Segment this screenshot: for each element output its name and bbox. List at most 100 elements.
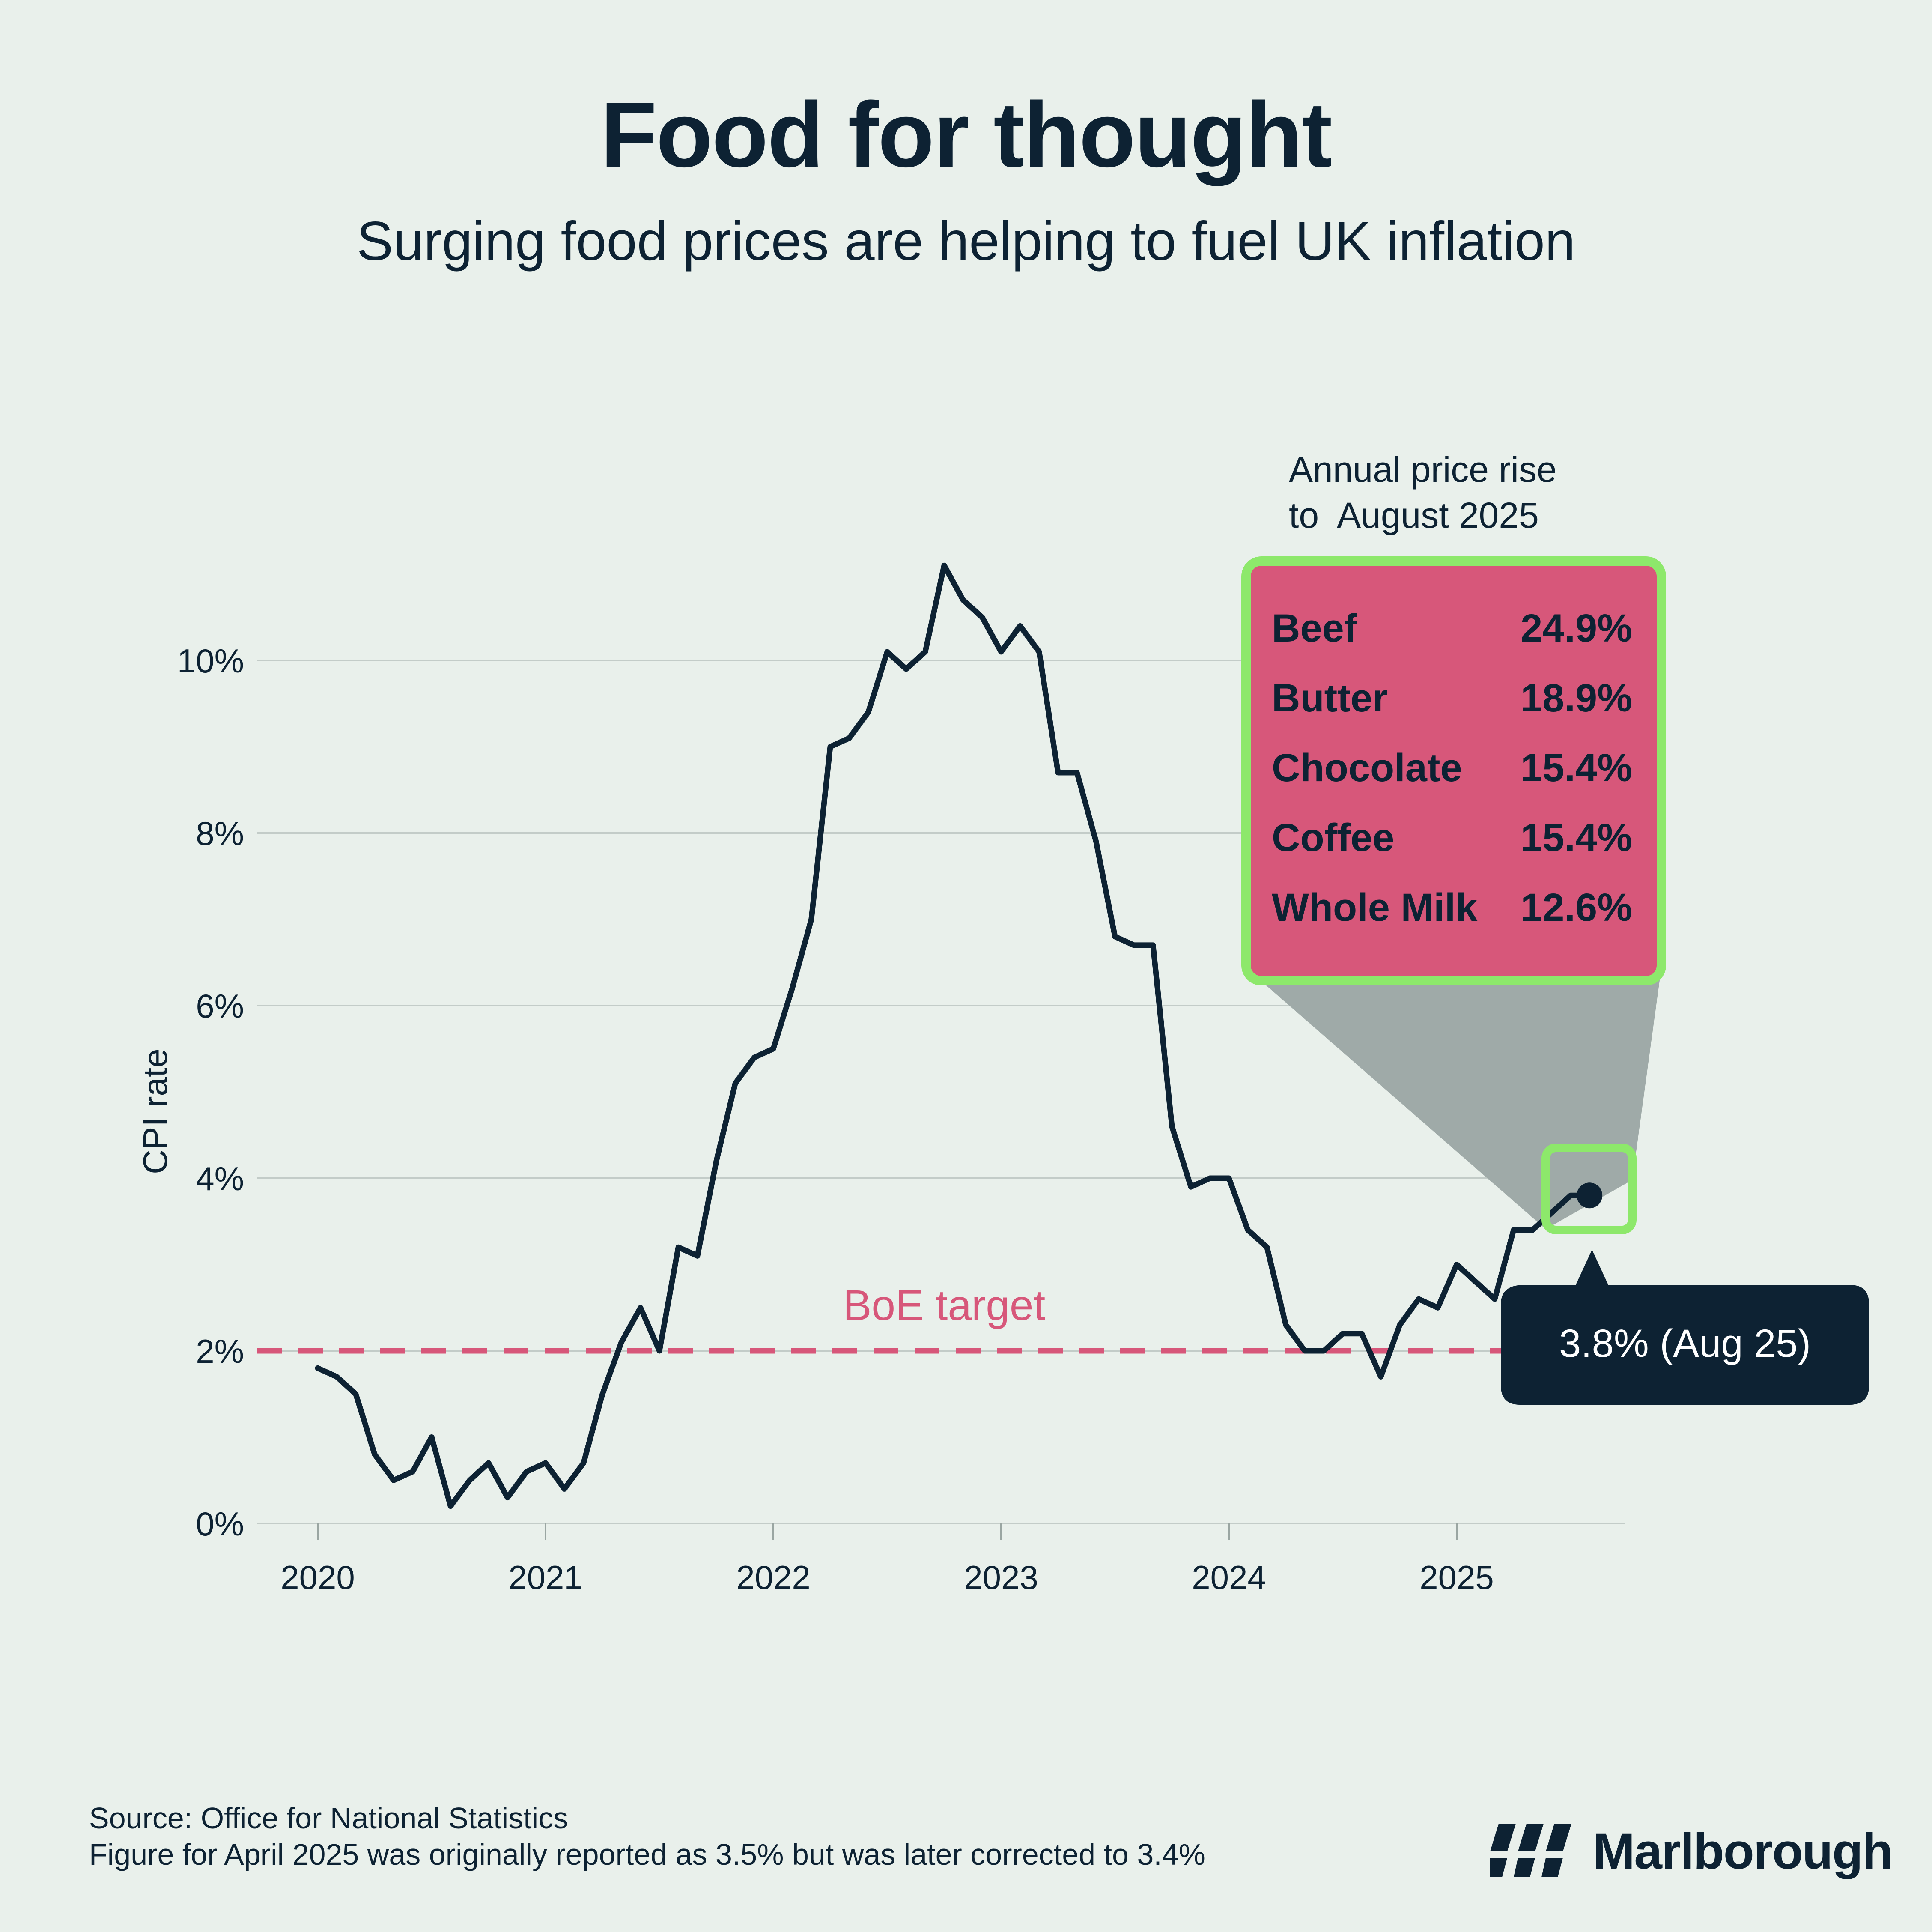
cpi-point	[1283, 1323, 1288, 1328]
y-tick-label: 2%	[196, 1332, 244, 1370]
cpi-point	[391, 1478, 396, 1483]
cpi-point	[1264, 1245, 1270, 1250]
cpi-point	[410, 1469, 415, 1474]
cpi-point	[562, 1486, 567, 1491]
callout-heading-line2: to August 2025	[1289, 495, 1539, 535]
cpi-point	[980, 615, 985, 620]
cpi-point	[1359, 1331, 1364, 1336]
x-tick-label: 2023	[964, 1559, 1038, 1596]
cpi-point	[657, 1348, 662, 1353]
y-tick-label: 0%	[196, 1505, 244, 1543]
cpi-point	[1530, 1227, 1535, 1233]
cpi-point	[467, 1478, 472, 1483]
cpi-point	[847, 735, 852, 741]
chart-title: Food for thought	[600, 83, 1332, 186]
y-tick-label: 6%	[196, 987, 244, 1025]
cpi-point	[1416, 1296, 1421, 1302]
brand: Marlborough	[1490, 1822, 1893, 1881]
cpi-point	[505, 1495, 510, 1500]
callout-item-value: 18.9%	[1521, 676, 1632, 720]
boe-target: BoE target	[257, 1281, 1625, 1354]
cpi-point	[429, 1435, 434, 1440]
cpi-point	[638, 1305, 643, 1310]
cpi-point	[1169, 1124, 1175, 1129]
cpi-point	[923, 649, 928, 654]
cpi-point	[1473, 1279, 1478, 1284]
callout-item-name: Butter	[1272, 676, 1388, 720]
cpi-point	[334, 1374, 339, 1379]
cpi-point	[809, 917, 814, 922]
cpi-point	[1321, 1348, 1327, 1353]
callout-connector	[1246, 968, 1661, 1229]
y-axis-tick-labels: 0% 2% 4% 6% 8% 10%	[177, 642, 244, 1543]
tooltip-box	[1501, 1250, 1869, 1405]
cpi-point	[372, 1452, 377, 1457]
latest-point-dot	[1577, 1182, 1603, 1209]
cpi-point	[676, 1245, 681, 1250]
x-axis: 2020 2021 2022 2023 2024 2025	[257, 1523, 1625, 1596]
cpi-point	[1094, 839, 1099, 844]
cpi-point	[353, 1392, 358, 1397]
cpi-point	[1112, 934, 1118, 939]
cpi-point	[695, 1253, 700, 1258]
x-tick-label: 2021	[508, 1559, 583, 1596]
x-tick-label: 2020	[280, 1559, 355, 1596]
y-tick-label: 4%	[196, 1160, 244, 1197]
cpi-point	[1074, 770, 1079, 775]
cpi-point	[1511, 1227, 1516, 1233]
cpi-point	[581, 1460, 586, 1466]
cpi-point	[1302, 1348, 1307, 1353]
callout-item-name: Beef	[1272, 606, 1357, 650]
source-note: Source: Office for National Statistics	[89, 1801, 569, 1835]
cpi-point	[960, 597, 966, 603]
cpi-point	[828, 744, 833, 750]
chart-subtitle: Surging food prices are helping to fuel …	[356, 211, 1576, 272]
callout-item-value: 15.4%	[1521, 746, 1632, 790]
callout-list: Beef 24.9% Butter 18.9% Chocolate 15.4% Coffee…	[1272, 606, 1632, 929]
cpi-point	[942, 563, 947, 568]
cpi-point	[885, 649, 890, 654]
cpi-point	[315, 1365, 320, 1371]
cpi-point	[1454, 1262, 1459, 1267]
y-tick-label: 10%	[177, 642, 244, 680]
callout-item-name: Whole Milk	[1272, 886, 1478, 929]
cpi-point	[1226, 1176, 1231, 1181]
cpi-point	[733, 1081, 738, 1086]
marlborough-logo-icon	[1490, 1824, 1571, 1877]
cpi-line	[315, 562, 1592, 1509]
x-tick-label: 2025	[1419, 1559, 1494, 1596]
cpi-point	[543, 1460, 548, 1466]
cpi-point	[1208, 1176, 1213, 1181]
x-tick-label: 2022	[736, 1559, 811, 1596]
callout-item-value: 12.6%	[1521, 886, 1632, 929]
cpi-point	[790, 986, 795, 991]
callout-item-name: Coffee	[1272, 816, 1394, 860]
value-tooltip: 3.8% (Aug 25)	[1501, 1250, 1869, 1405]
cpi-point	[1037, 649, 1042, 654]
callout-item-name: Chocolate	[1272, 746, 1462, 790]
cpi-point	[1492, 1296, 1497, 1302]
cpi-point	[1245, 1227, 1250, 1233]
cpi-point	[1568, 1193, 1573, 1198]
callout-box	[1241, 556, 1666, 985]
cpi-point	[714, 1159, 719, 1164]
cpi-point	[619, 1340, 624, 1345]
y-tick-label: 8%	[196, 815, 244, 852]
cpi-point	[1055, 770, 1061, 775]
cpi-point	[999, 649, 1004, 654]
latest-point-highlight	[1541, 1144, 1637, 1234]
cpi-point	[448, 1504, 453, 1509]
cpi-point	[771, 1046, 776, 1051]
callout-item-value: 24.9%	[1521, 606, 1632, 650]
cpi-point	[903, 666, 909, 672]
x-tick-label: 2024	[1192, 1559, 1266, 1596]
cpi-point	[524, 1469, 529, 1474]
cpi-point	[1378, 1374, 1383, 1379]
cpi-point	[1188, 1184, 1193, 1189]
cpi-point	[1340, 1331, 1345, 1336]
callout-heading-line1: Annual price rise	[1289, 449, 1557, 490]
callout-item-value: 15.4%	[1521, 816, 1632, 860]
boe-target-label: BoE target	[843, 1281, 1046, 1329]
cpi-point	[600, 1392, 605, 1397]
cpi-point	[1131, 943, 1136, 948]
